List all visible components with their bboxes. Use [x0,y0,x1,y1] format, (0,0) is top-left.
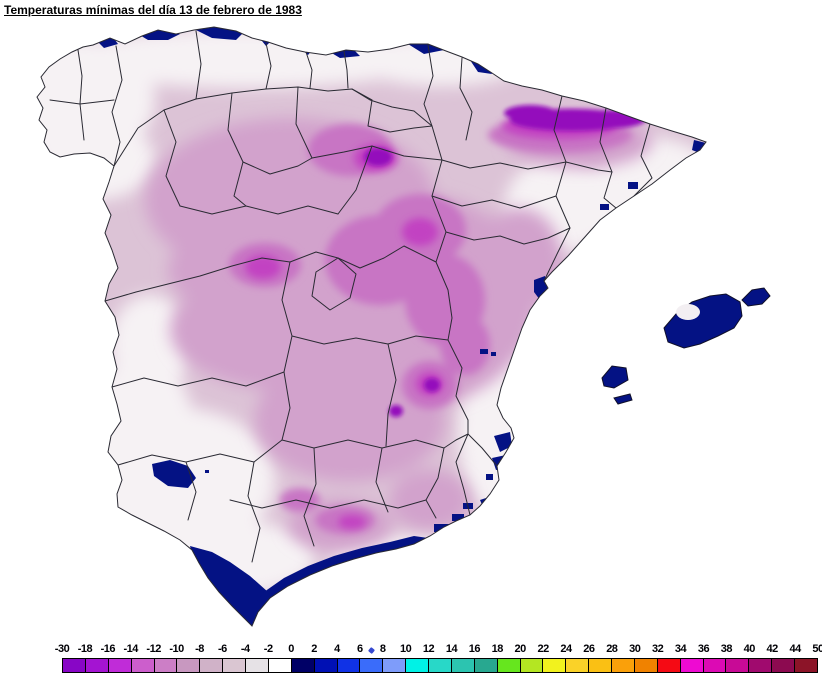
ibiza-island [601,365,629,389]
legend-tick-label: 0 [288,643,294,655]
legend-cell [336,658,361,673]
legend-cell [176,658,201,673]
legend-tick-label: 10 [400,643,412,655]
legend-tick-label: -6 [217,643,227,655]
legend-cell [519,658,544,673]
map-title: Temperaturas mínimas del día 13 de febre… [4,3,302,17]
legend-tick-label: 42 [766,643,779,655]
legend-tick-label: -14 [123,643,139,655]
legend-tick-label: -12 [146,643,161,655]
mallorca-white-patch [676,304,700,320]
legend-tick-label: 50 [812,643,822,655]
legend-tick-label: 2 [311,643,317,655]
legend-cell [428,658,452,673]
legend-tick-label: -16 [100,643,116,655]
legend-tick-label: 32 [652,643,664,655]
legend-tick-label: 30 [629,643,641,655]
legend-cell [267,658,292,673]
legend-tick-label: -18 [77,643,93,655]
cadiz-warm-area [190,546,268,626]
legend-cell [450,658,475,673]
legend-tick-label: 6 [357,643,363,655]
legend-tick-label: 4 [334,643,340,655]
legend-cell [313,658,338,673]
legend-tick-label: -2 [263,643,273,655]
legend-cell [107,658,132,673]
legend-tick-label: 44 [789,643,801,655]
legend-cell [199,658,224,673]
legend-cell [405,658,429,673]
legend-tick-label: 14 [445,643,458,655]
legend-cell [496,658,521,673]
legend-tick-labels: -30 -18 -16 -14 -12 -10 -8 -6 -4 -2 0 2 4 6 8 10 12 14 16 1… [55,643,822,657]
valencia-coast-warm [494,432,512,452]
legend-tick-label: -8 [195,643,204,655]
legend-cell [290,658,315,673]
legend-cell [382,658,407,673]
legend-tick-label: 26 [583,643,595,655]
legend-tick-label: 20 [514,643,527,655]
legend-tick-label: 12 [422,643,435,655]
legend-tick-label: 36 [697,643,710,655]
legend-cell [702,658,727,673]
legend-cell [62,658,86,673]
legend-cell [473,658,498,673]
legend-cell [130,658,155,673]
huelva-warm-area [152,460,196,488]
legend-tick-label: 28 [606,643,618,655]
legend-cells [62,658,818,673]
legend-tick-label: 22 [537,643,549,655]
legend-cell [245,658,269,673]
legend-tick-label: -10 [169,643,184,655]
legend-tick-label: 24 [560,643,572,655]
legend-cell [611,658,635,673]
peninsula-outline [36,26,707,627]
legend-cell [794,658,818,673]
legend-cell [84,658,109,673]
balearic-islands [601,287,771,405]
legend-cell [725,658,750,673]
legend-cell [656,658,681,673]
legend-cell [679,658,704,673]
legend-cell [359,658,384,673]
formentera-island [613,393,633,405]
mallorca-island [663,293,743,349]
legend-cell [542,658,567,673]
legend-tick-label: 16 [468,643,481,655]
legend-tick-label: 18 [491,643,504,655]
legend-cell [771,658,795,673]
legend-tick-label: 34 [674,643,687,655]
legend-tick-label: -4 [240,643,250,655]
legend-cell [153,658,178,673]
legend-cell [565,658,590,673]
legend-tick-label: 40 [743,643,756,655]
dark-violet-coldest-zones [364,105,646,417]
temperature-raster [37,27,706,626]
menorca-island [741,287,771,307]
legend-cell [588,658,612,673]
legend-tick-label: 38 [720,643,733,655]
temperature-scale-legend: -30 -18 -16 -14 -12 -10 -8 -6 -4 -2 0 2 4 6 8 10 12 14 16 1… [55,643,822,675]
legend-cell [222,658,246,673]
province-borders [49,30,653,563]
legend-tick-label: 8 [379,643,386,655]
legend-tick-label: -30 [54,643,70,655]
legend-cell [748,658,773,673]
legend-cell [633,658,658,673]
